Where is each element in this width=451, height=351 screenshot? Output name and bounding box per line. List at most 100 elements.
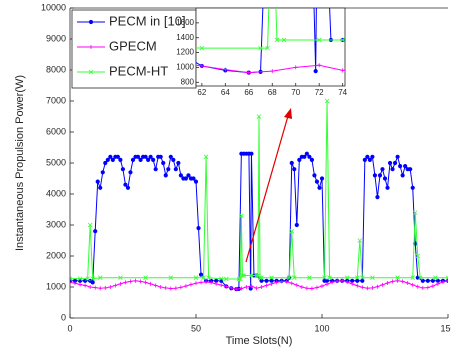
point xyxy=(279,279,284,284)
point xyxy=(143,280,148,285)
point xyxy=(128,170,133,175)
x-tick-label: 150 xyxy=(440,323,451,333)
point xyxy=(293,65,298,70)
y-tick-label: 8000 xyxy=(46,64,66,74)
point xyxy=(163,173,168,178)
point xyxy=(193,179,199,184)
point xyxy=(59,43,63,47)
point xyxy=(130,157,136,162)
point xyxy=(254,286,259,291)
inset-x-tick-label: 62 xyxy=(197,88,206,97)
point xyxy=(274,280,279,285)
point xyxy=(93,229,98,234)
point xyxy=(375,195,380,200)
point xyxy=(186,173,191,178)
point xyxy=(12,63,16,67)
inset-x-tick-label: 66 xyxy=(244,88,253,97)
legend-label: PECM in [10] xyxy=(109,13,186,28)
point xyxy=(304,286,309,291)
point xyxy=(173,167,178,172)
point xyxy=(133,278,138,283)
point xyxy=(115,154,120,159)
point xyxy=(249,151,254,156)
annotation-arrow xyxy=(245,115,289,263)
point xyxy=(370,275,375,280)
point xyxy=(420,285,425,290)
point xyxy=(204,280,209,285)
point xyxy=(289,228,295,234)
point xyxy=(430,284,435,289)
point xyxy=(158,285,163,289)
point xyxy=(309,157,315,162)
point xyxy=(148,281,153,286)
point xyxy=(249,273,254,278)
point xyxy=(148,154,153,159)
inset-x-tick-label: 68 xyxy=(268,88,277,97)
point xyxy=(120,167,126,172)
point xyxy=(193,275,199,280)
point xyxy=(445,275,448,280)
point xyxy=(365,154,370,159)
point xyxy=(239,286,244,291)
point xyxy=(219,278,224,283)
point xyxy=(199,63,204,68)
point xyxy=(241,273,247,278)
point xyxy=(103,160,108,166)
point xyxy=(382,176,388,181)
legend-marker xyxy=(89,45,93,49)
point xyxy=(171,157,176,162)
point xyxy=(304,151,309,156)
point xyxy=(354,275,360,280)
point xyxy=(168,154,173,159)
point xyxy=(163,285,168,290)
point xyxy=(284,279,289,284)
point xyxy=(440,280,445,285)
legend-label: GPECM xyxy=(109,38,157,53)
point xyxy=(236,276,242,282)
point xyxy=(433,275,438,280)
point xyxy=(176,160,181,166)
inset-x-tick-label: 74 xyxy=(338,88,347,97)
point xyxy=(314,285,319,290)
point xyxy=(146,157,151,162)
point xyxy=(365,286,370,291)
point xyxy=(380,167,385,172)
point xyxy=(325,282,330,287)
point xyxy=(183,176,189,181)
point xyxy=(297,157,302,162)
y-tick-label: 2000 xyxy=(46,250,66,260)
point xyxy=(113,283,118,288)
point xyxy=(292,167,297,172)
point xyxy=(183,284,188,289)
point xyxy=(415,284,420,289)
point xyxy=(240,273,245,278)
point xyxy=(125,185,131,190)
point xyxy=(317,185,322,190)
point xyxy=(178,285,183,290)
point xyxy=(178,173,183,178)
axes: 0100020003000400050006000700080009000100… xyxy=(41,2,451,333)
point xyxy=(158,154,163,159)
point xyxy=(206,275,211,280)
point xyxy=(191,176,196,181)
point xyxy=(166,167,171,172)
point xyxy=(400,279,405,284)
point xyxy=(223,276,229,282)
point xyxy=(410,282,415,287)
point xyxy=(299,285,304,289)
point xyxy=(281,37,287,43)
point xyxy=(412,210,418,215)
point xyxy=(98,286,103,291)
point xyxy=(307,154,312,159)
inset-y-tick-label: 1000 xyxy=(176,63,194,72)
point xyxy=(224,284,229,289)
point xyxy=(370,154,375,159)
point xyxy=(350,281,355,286)
point xyxy=(123,280,128,285)
point xyxy=(360,275,365,280)
inset-y-tick-label: 1400 xyxy=(176,33,194,42)
point xyxy=(360,278,365,283)
point xyxy=(357,238,363,243)
point xyxy=(138,279,143,284)
point xyxy=(194,281,198,286)
